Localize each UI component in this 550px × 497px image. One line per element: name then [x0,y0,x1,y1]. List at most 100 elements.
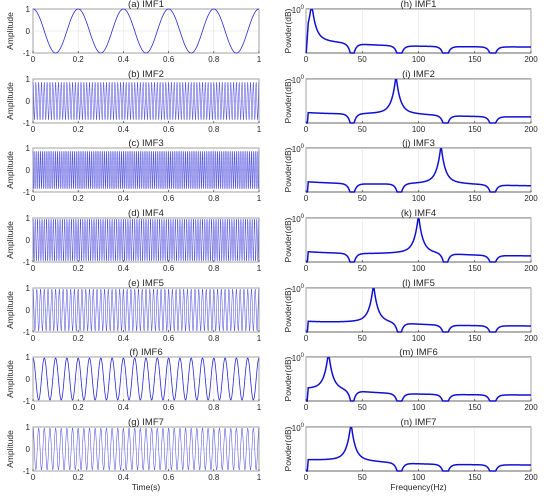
spectrum-panel-n: 100 [292,423,532,472]
x-tick-label: 0.2 [73,125,85,134]
spectrum-panel-l: 100 [292,284,532,333]
spectrum-panel-j: 100 [292,144,532,193]
x-tick-label: 0.2 [73,334,85,343]
x-tick-label: 0.2 [73,194,85,203]
y-axis-label: Powder(dB) [283,78,293,123]
y-axis-label: Powder(dB) [283,8,293,53]
series-line [305,8,531,54]
x-tick-label: 1 [257,403,262,412]
series-line [306,426,531,472]
y-axis-label: Amplitude [5,291,15,329]
y-tick-label: 0 [26,166,31,175]
y-axis-label: Amplitude [5,82,15,120]
x-tick-label: 0.4 [118,403,130,412]
y-tick-label: 0 [26,445,31,454]
y-tick-label: -1 [23,258,31,267]
y-axis-label: Amplitude [5,221,15,259]
panel-title: (g) IMF7 [128,417,164,428]
y-tick-label: 100 [292,423,305,433]
x-tick-label: 0.8 [208,194,220,203]
time-panel-imf5 [32,287,260,333]
x-tick-label: 1 [257,125,262,134]
x-tick-label: 1 [257,55,262,64]
y-tick-label: 0 [26,375,31,384]
x-axis-label: Time(s) [132,482,161,492]
series-line [306,356,531,402]
x-tick-label: 50 [358,403,367,412]
y-tick-label: 100 [292,353,305,363]
x-tick-label: 200 [524,334,538,343]
spectrum-panel-m: 100 [292,353,532,402]
x-tick-label: 100 [412,334,426,343]
x-tick-label: 0.2 [73,55,85,64]
series-line [32,151,260,189]
x-tick-label: 200 [524,194,538,203]
y-axis-label: Powder(dB) [283,217,293,262]
panel-title: (h) IMF1 [401,0,437,10]
x-tick-label: 0.4 [118,264,130,273]
x-tick-label: 200 [524,125,538,134]
x-tick-label: 1 [257,334,262,343]
x-tick-label: 0 [304,194,309,203]
y-axis-label: Powder(dB) [283,287,293,332]
x-tick-label: 0 [304,334,309,343]
x-tick-label: 0 [31,403,36,412]
panel-title: (n) IMF7 [401,417,437,428]
time-panel-imf6 [32,356,260,402]
x-tick-label: 0.6 [163,334,175,343]
panel-title: (m) IMF6 [399,347,438,358]
y-tick-label: -1 [23,467,31,476]
y-tick-label: 100 [292,144,305,154]
x-tick-label: 0 [31,473,36,482]
y-tick-label: 100 [292,5,305,15]
y-tick-label: 0 [26,306,31,315]
x-tick-label: 100 [412,403,426,412]
x-tick-label: 0.8 [208,264,220,273]
x-tick-label: 150 [468,55,482,64]
y-tick-label: 1 [26,214,31,223]
x-tick-label: 200 [524,473,538,482]
y-tick-label: -1 [23,328,31,337]
x-tick-label: 200 [524,55,538,64]
x-tick-label: 0.6 [163,125,175,134]
y-tick-label: -1 [23,397,31,406]
x-tick-label: 0.6 [163,194,175,203]
y-tick-label: 1 [26,353,31,362]
x-tick-label: 0.4 [118,194,130,203]
x-tick-label: 0.8 [208,403,220,412]
x-tick-label: 0.6 [163,403,175,412]
panel-title: (f) IMF6 [129,347,162,358]
x-tick-label: 0 [304,473,309,482]
x-tick-label: 150 [468,264,482,273]
x-tick-label: 0.8 [208,125,220,134]
series-line [32,8,260,54]
x-tick-label: 50 [358,473,367,482]
series-line [32,289,260,331]
panel-title: (b) IMF2 [128,69,164,80]
series-line [306,217,531,263]
x-tick-label: 50 [358,334,367,343]
y-tick-label: 1 [26,284,31,293]
x-tick-label: 0.6 [163,55,175,64]
x-axis-label: Frequency(Hz) [390,482,446,492]
x-tick-label: 150 [468,194,482,203]
y-tick-label: -1 [23,119,31,128]
y-tick-label: 1 [26,423,31,432]
x-tick-label: 0.4 [118,55,130,64]
panel-title: (c) IMF3 [128,138,163,149]
series-line [32,427,260,471]
series-line [306,287,531,333]
y-tick-label: 1 [26,144,31,153]
x-tick-label: 0.6 [163,473,175,482]
x-tick-label: 50 [358,194,367,203]
x-tick-label: 0.4 [118,473,130,482]
panel-title: (k) IMF4 [401,208,436,219]
panel-title: (e) IMF5 [128,278,164,289]
x-tick-label: 50 [358,125,367,134]
y-axis-label: Powder(dB) [283,147,293,192]
y-axis-label: Amplitude [5,360,15,398]
x-tick-label: 0 [31,125,36,134]
x-tick-label: 100 [412,55,426,64]
x-tick-label: 0.4 [118,125,130,134]
